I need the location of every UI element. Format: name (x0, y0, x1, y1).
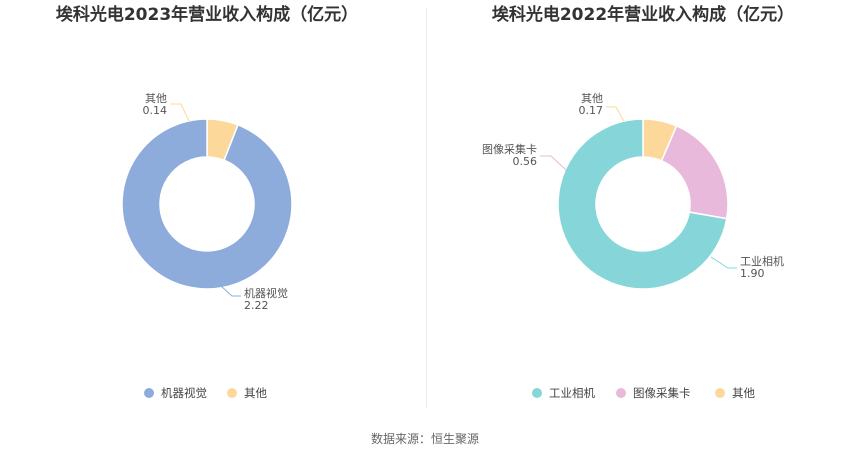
panel-divider (426, 8, 427, 408)
legend-marker-1-1 (144, 388, 154, 398)
slice-label-2-2: 图像采集卡 (482, 142, 537, 156)
legend-label-1-1: 机器视觉 (161, 386, 207, 400)
leader-line-2-1 (710, 256, 737, 269)
legend-marker-2-1 (532, 388, 542, 398)
slice-2-2 (660, 124, 729, 220)
legend-label-2-3: 其他 (732, 386, 755, 400)
slice-value-2-3: 0.17 (579, 104, 604, 117)
data-source-note: 数据来源：恒生聚源 (370, 432, 479, 446)
leader-line-1-2 (170, 103, 190, 122)
slice-label-1-2: 其他 (145, 92, 167, 105)
slice-value-2-1: 1.90 (740, 267, 765, 280)
leader-line-2-3 (606, 106, 625, 122)
slice-1-1 (121, 118, 293, 290)
slice-label-2-3: 其他 (581, 92, 603, 105)
legend-label-2-2: 图像采集卡 (633, 386, 691, 400)
slice-value-1-2: 0.14 (143, 104, 168, 117)
legend-marker-2-2 (616, 388, 626, 398)
slice-label-1-1: 机器视觉 (244, 286, 288, 300)
leader-line-2-2 (540, 155, 567, 171)
legend-label-1-2: 其他 (244, 386, 267, 400)
slice-label-2-1: 工业相机 (740, 254, 784, 268)
legend-marker-2-3 (715, 388, 725, 398)
slice-value-2-2: 0.56 (513, 155, 538, 168)
leader-line-1-1 (220, 285, 241, 297)
slice-2-1 (557, 118, 728, 290)
chart-title-1: 埃科光电2023年营业收入构成（亿元） (56, 4, 358, 25)
legend-marker-1-2 (227, 388, 237, 398)
legend-label-2-1: 工业相机 (549, 386, 595, 400)
slice-value-1-1: 2.22 (244, 299, 269, 312)
chart-title-2: 埃科光电2022年营业收入构成（亿元） (492, 4, 794, 25)
